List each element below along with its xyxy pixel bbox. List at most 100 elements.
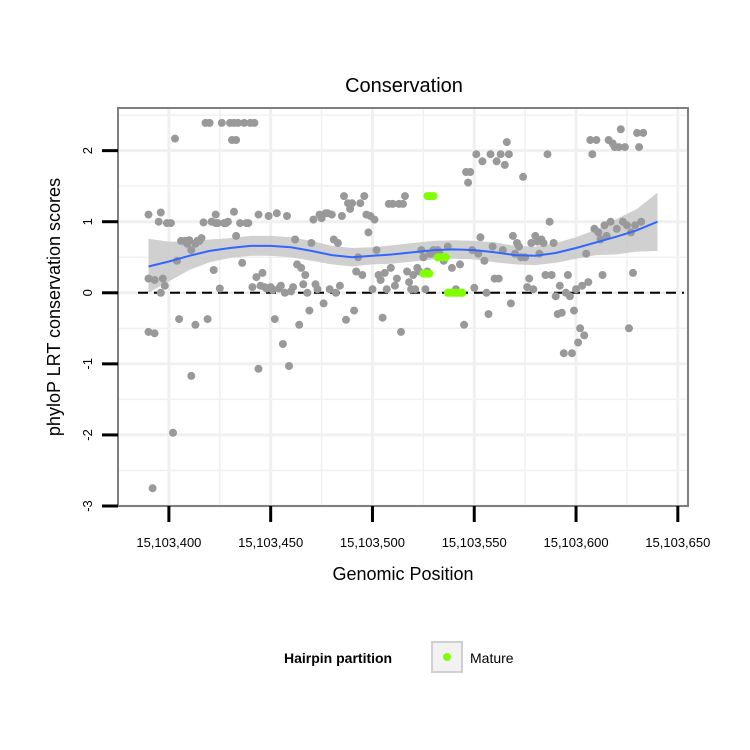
data-point: [313, 285, 322, 294]
data-point: [301, 271, 310, 279]
data-point: [625, 324, 633, 333]
data-point: [506, 299, 515, 308]
data-point: [238, 258, 247, 267]
data-point: [158, 274, 167, 283]
data-point: [342, 315, 350, 324]
y-tick-label: -1: [80, 358, 95, 370]
data-point: [578, 281, 587, 290]
legend-label-mature: Mature: [470, 650, 514, 666]
data-point: [504, 150, 513, 159]
data-point: [472, 150, 481, 159]
data-point: [386, 263, 395, 272]
data-point: [370, 215, 379, 224]
data-point: [297, 263, 306, 272]
data-point: [545, 217, 554, 226]
data-point: [390, 281, 399, 290]
data-point: [480, 256, 489, 265]
data-point: [254, 210, 263, 219]
data-point: [285, 362, 293, 370]
data-point: [594, 228, 603, 237]
data-point: [144, 327, 153, 336]
data-point: [356, 199, 365, 208]
data-point: [364, 228, 373, 237]
data-point: [291, 235, 300, 244]
data-point: [492, 157, 501, 166]
data-point: [303, 288, 312, 297]
data-point: [191, 320, 200, 329]
data-point: [156, 208, 165, 217]
data-point: [631, 221, 640, 230]
data-point: [148, 484, 157, 493]
x-tick-label: 15,103,650: [645, 535, 710, 550]
data-point: [264, 212, 273, 220]
y-tick-label: -3: [80, 500, 95, 512]
data-point: [576, 324, 585, 333]
legend: Hairpin partition Mature: [284, 641, 514, 673]
data-point: [258, 268, 267, 277]
data-point: [639, 128, 648, 137]
data-point: [559, 349, 568, 358]
data-point: [175, 315, 184, 324]
data-point: [325, 285, 334, 294]
mature-data-point: [441, 253, 450, 262]
data-point: [382, 285, 391, 294]
data-point: [403, 267, 412, 276]
x-axis-title: Genomic Position: [332, 564, 473, 584]
data-point: [582, 249, 591, 258]
data-point: [350, 306, 359, 315]
data-point: [187, 371, 196, 380]
data-point: [230, 207, 238, 216]
data-point: [616, 125, 625, 134]
data-point: [549, 239, 558, 247]
data-point: [276, 281, 285, 290]
data-point: [405, 278, 414, 287]
data-point: [203, 315, 212, 324]
y-tick-label: 0: [80, 289, 95, 296]
data-point: [574, 338, 583, 347]
data-point: [278, 340, 287, 348]
mature-data-point: [458, 288, 466, 297]
data-point: [348, 199, 357, 208]
data-point: [295, 320, 304, 329]
y-axis: -3 -2 -1 0 1 2: [80, 147, 118, 512]
data-point: [515, 242, 523, 251]
data-point: [399, 199, 407, 208]
y-tick-label: -2: [80, 429, 95, 441]
data-point: [185, 236, 194, 245]
data-point: [529, 285, 538, 294]
data-point: [299, 280, 308, 289]
data-point: [280, 288, 289, 297]
data-point: [223, 217, 232, 226]
data-point: [240, 118, 249, 127]
data-point: [543, 150, 552, 159]
legend-title: Hairpin partition: [284, 650, 392, 666]
data-point: [309, 215, 318, 224]
data-point: [335, 281, 344, 290]
data-point: [527, 239, 536, 247]
mature-points: [419, 192, 466, 297]
data-point: [211, 210, 220, 219]
data-point: [270, 315, 279, 324]
data-point: [327, 210, 336, 219]
data-point: [478, 157, 487, 166]
data-point: [352, 267, 361, 276]
confidence-ribbon: [148, 192, 658, 293]
data-point: [360, 192, 369, 201]
confidence-ribbon-layer: [148, 192, 658, 293]
data-point: [378, 313, 387, 322]
data-point: [244, 219, 253, 228]
x-tick-label: 15,103,600: [543, 535, 608, 550]
data-point: [252, 273, 261, 282]
data-point: [456, 260, 464, 269]
legend-key-mature-point: [443, 653, 451, 661]
data-point: [614, 143, 623, 152]
data-point: [588, 150, 597, 159]
data-point: [215, 284, 224, 293]
data-point: [160, 281, 169, 290]
data-point: [380, 268, 389, 277]
data-point: [620, 143, 629, 152]
data-point: [409, 271, 418, 279]
x-tick-label: 15,103,450: [238, 535, 303, 550]
data-point: [466, 168, 475, 176]
